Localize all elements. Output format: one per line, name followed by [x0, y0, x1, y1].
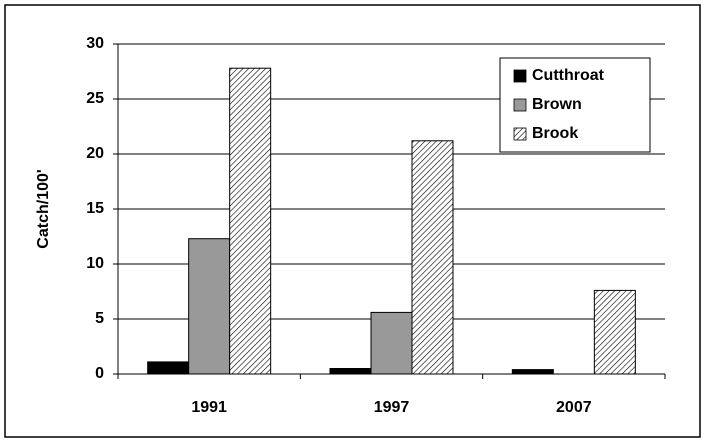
legend-label: Cutthroat [532, 67, 605, 84]
bar [188, 238, 231, 375]
bar [370, 311, 413, 375]
y-tick-label: 20 [86, 145, 104, 162]
legend-label: Brown [532, 96, 582, 113]
legend-swatch [513, 69, 527, 83]
x-tick-label: 1991 [191, 399, 227, 416]
legend-swatch [513, 98, 527, 112]
y-tick-label: 25 [86, 90, 104, 107]
bar [329, 368, 372, 375]
bar [593, 289, 636, 375]
bar [147, 361, 190, 375]
y-tick-label: 5 [95, 310, 104, 327]
y-axis-label: Catch/100' [35, 169, 52, 248]
y-tick-label: 0 [95, 365, 104, 382]
y-tick-label: 15 [86, 200, 104, 217]
bar [511, 369, 554, 375]
bar [229, 67, 272, 375]
x-tick-label: 2007 [556, 399, 592, 416]
y-tick-label: 30 [86, 35, 104, 52]
x-tick-label: 1997 [374, 399, 410, 416]
bar [411, 140, 454, 375]
legend-swatch [513, 127, 527, 141]
legend-label: Brook [532, 125, 578, 142]
y-tick-label: 10 [86, 255, 104, 272]
